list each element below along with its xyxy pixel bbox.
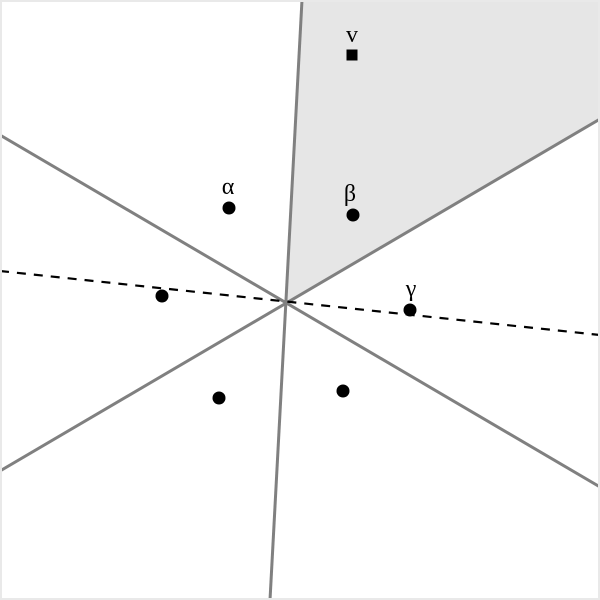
label-beta: β: [344, 181, 356, 207]
label-gamma: γ: [405, 276, 417, 302]
label-v: v: [346, 22, 358, 48]
point-gamma: [404, 304, 417, 317]
label-alpha: α: [222, 174, 235, 200]
point-beta: [347, 209, 360, 222]
point-p4: [156, 290, 169, 303]
point-p6: [337, 385, 350, 398]
point-p5: [213, 392, 226, 405]
point-v: [347, 50, 358, 61]
root-system-diagram: α β γ v: [0, 0, 600, 600]
point-alpha: [223, 202, 236, 215]
